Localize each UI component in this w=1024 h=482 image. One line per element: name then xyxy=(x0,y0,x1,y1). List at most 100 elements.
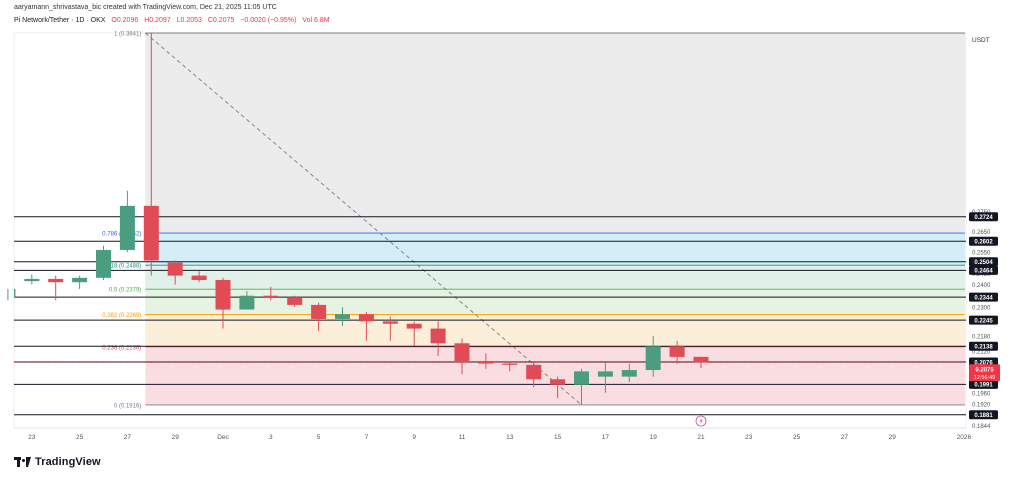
price-badge-label: 0.1991 xyxy=(974,383,993,389)
price-badge xyxy=(969,357,998,367)
candle-body xyxy=(597,371,613,377)
symbol-name[interactable]: Pi Network/Tether · 1D · OKX xyxy=(14,17,106,24)
fib-level-label: 0.236 (0.2136) xyxy=(102,345,141,351)
price-badge xyxy=(969,292,998,302)
time-tick-label: 29 xyxy=(172,434,180,441)
time-tick-label: 9 xyxy=(412,434,416,441)
current-price-badge xyxy=(969,364,1000,382)
candle-body xyxy=(382,321,398,324)
fib-level-label: 0.618 (0.2488) xyxy=(102,264,141,270)
price-badge xyxy=(969,410,998,420)
bar-countdown: 12:56:49 xyxy=(974,375,995,381)
candle-body xyxy=(526,364,542,380)
candle-body xyxy=(239,295,255,310)
candle-body xyxy=(406,323,422,329)
candle-body xyxy=(358,314,374,322)
time-tick-label: 27 xyxy=(124,434,132,441)
current-price-label: 0.2075 xyxy=(975,367,994,373)
price-badge-label: 0.2076 xyxy=(974,360,993,366)
price-tick-label: 0.2450 xyxy=(972,272,991,278)
time-tick-label: 13 xyxy=(506,434,514,441)
fib-zone xyxy=(145,233,966,266)
candle-body xyxy=(215,280,231,310)
fib-zone xyxy=(145,33,966,234)
price-badge xyxy=(969,236,998,246)
price-badge-label: 0.2245 xyxy=(974,318,993,324)
price-badge-label: 0.2602 xyxy=(974,240,993,246)
fib-zone xyxy=(145,289,966,315)
candle-body xyxy=(263,295,279,299)
time-tick-label: 7 xyxy=(365,434,369,441)
price-tick-label: 0.1844 xyxy=(972,424,991,430)
price-badge-label: 0.2504 xyxy=(974,260,993,266)
volume-value: Vol 6.8M xyxy=(302,17,330,24)
candle-body xyxy=(502,363,518,365)
ohlc-close: C0.2075 xyxy=(207,17,235,24)
time-tick-label: 3 xyxy=(269,434,273,441)
candle-body xyxy=(430,328,446,344)
fib-level-label: 1 (0.3841) xyxy=(114,32,141,38)
tradingview-logo-icon xyxy=(14,457,32,467)
price-tick-label: 0.2120 xyxy=(972,349,991,355)
candle-body xyxy=(14,288,16,299)
candle-body xyxy=(24,278,40,282)
price-badge xyxy=(969,379,998,389)
ohlc-high: H0.2097 xyxy=(144,17,171,24)
candle-body xyxy=(311,304,327,319)
price-badge xyxy=(969,265,998,275)
candle-body xyxy=(574,371,589,385)
price-chart[interactable]: 1 (0.3841)0.786 (0.2642)0.618 (0.2488)0.… xyxy=(0,0,1024,450)
ohlc-low: L0.2053 xyxy=(176,17,202,24)
price-badge xyxy=(969,315,998,325)
candle-body xyxy=(335,314,350,319)
time-tick-label: 11 xyxy=(459,434,466,441)
time-tick-label: 25 xyxy=(793,434,801,441)
candle-body xyxy=(478,360,494,364)
candle-body xyxy=(645,346,661,371)
price-badge-label: 0.2464 xyxy=(974,269,993,275)
candle-body xyxy=(669,346,685,357)
price-tick-label: 0.1920 xyxy=(972,402,991,408)
price-tick-label: 0.1960 xyxy=(972,391,991,397)
currency-label: USDT xyxy=(972,37,990,44)
fib-zone xyxy=(145,314,966,347)
fib-level-label: 0.5 (0.2379) xyxy=(109,288,141,294)
price-tick-label: 0.2550 xyxy=(972,251,991,257)
price-tick-label: 0.2650 xyxy=(972,230,991,236)
price-badge-label: 0.2724 xyxy=(974,215,993,221)
time-tick-label: Dec xyxy=(217,434,229,441)
candle-body xyxy=(621,370,637,377)
candle-body xyxy=(693,356,709,363)
price-badge-label: 0.2138 xyxy=(974,345,993,351)
candle-body xyxy=(119,205,135,250)
time-tick-label: 21 xyxy=(697,434,705,441)
symbol-header: Pi Network/Tether · 1D · OKX O0.2096 H0.… xyxy=(14,17,334,24)
candle-body xyxy=(454,343,470,361)
candle-body xyxy=(72,277,88,283)
price-badge-label: 0.2344 xyxy=(974,295,993,301)
time-tick-label: 2026 xyxy=(957,434,972,441)
candle-body xyxy=(96,249,111,278)
chart-credit: aaryamann_shrivastava_bic created with T… xyxy=(14,4,277,11)
candle-body xyxy=(48,278,64,283)
price-tick-label: 0.2400 xyxy=(972,283,991,289)
fib-level-label: 0 (0.1916) xyxy=(114,403,141,409)
price-badge xyxy=(969,341,998,351)
price-badge xyxy=(969,212,998,222)
event-marker-bolt-icon xyxy=(699,417,703,425)
candle-body xyxy=(191,275,207,281)
price-badge-label: 0.1881 xyxy=(974,413,993,419)
price-tick-label: 0.2300 xyxy=(972,306,991,312)
tradingview-logo: TradingView xyxy=(14,456,101,468)
candle-body xyxy=(287,298,303,305)
fib-zone xyxy=(145,346,966,405)
time-tick-label: 25 xyxy=(76,434,84,441)
ohlc-change: −0.0020 (−0.95%) xyxy=(240,17,297,24)
brand-name: TradingView xyxy=(35,456,101,468)
price-badge xyxy=(969,257,998,267)
fib-zone xyxy=(145,265,966,290)
time-tick-label: 23 xyxy=(745,434,753,441)
time-tick-label: 5 xyxy=(317,434,321,441)
time-tick-label: 29 xyxy=(889,434,897,441)
fib-trend-line xyxy=(145,32,582,406)
